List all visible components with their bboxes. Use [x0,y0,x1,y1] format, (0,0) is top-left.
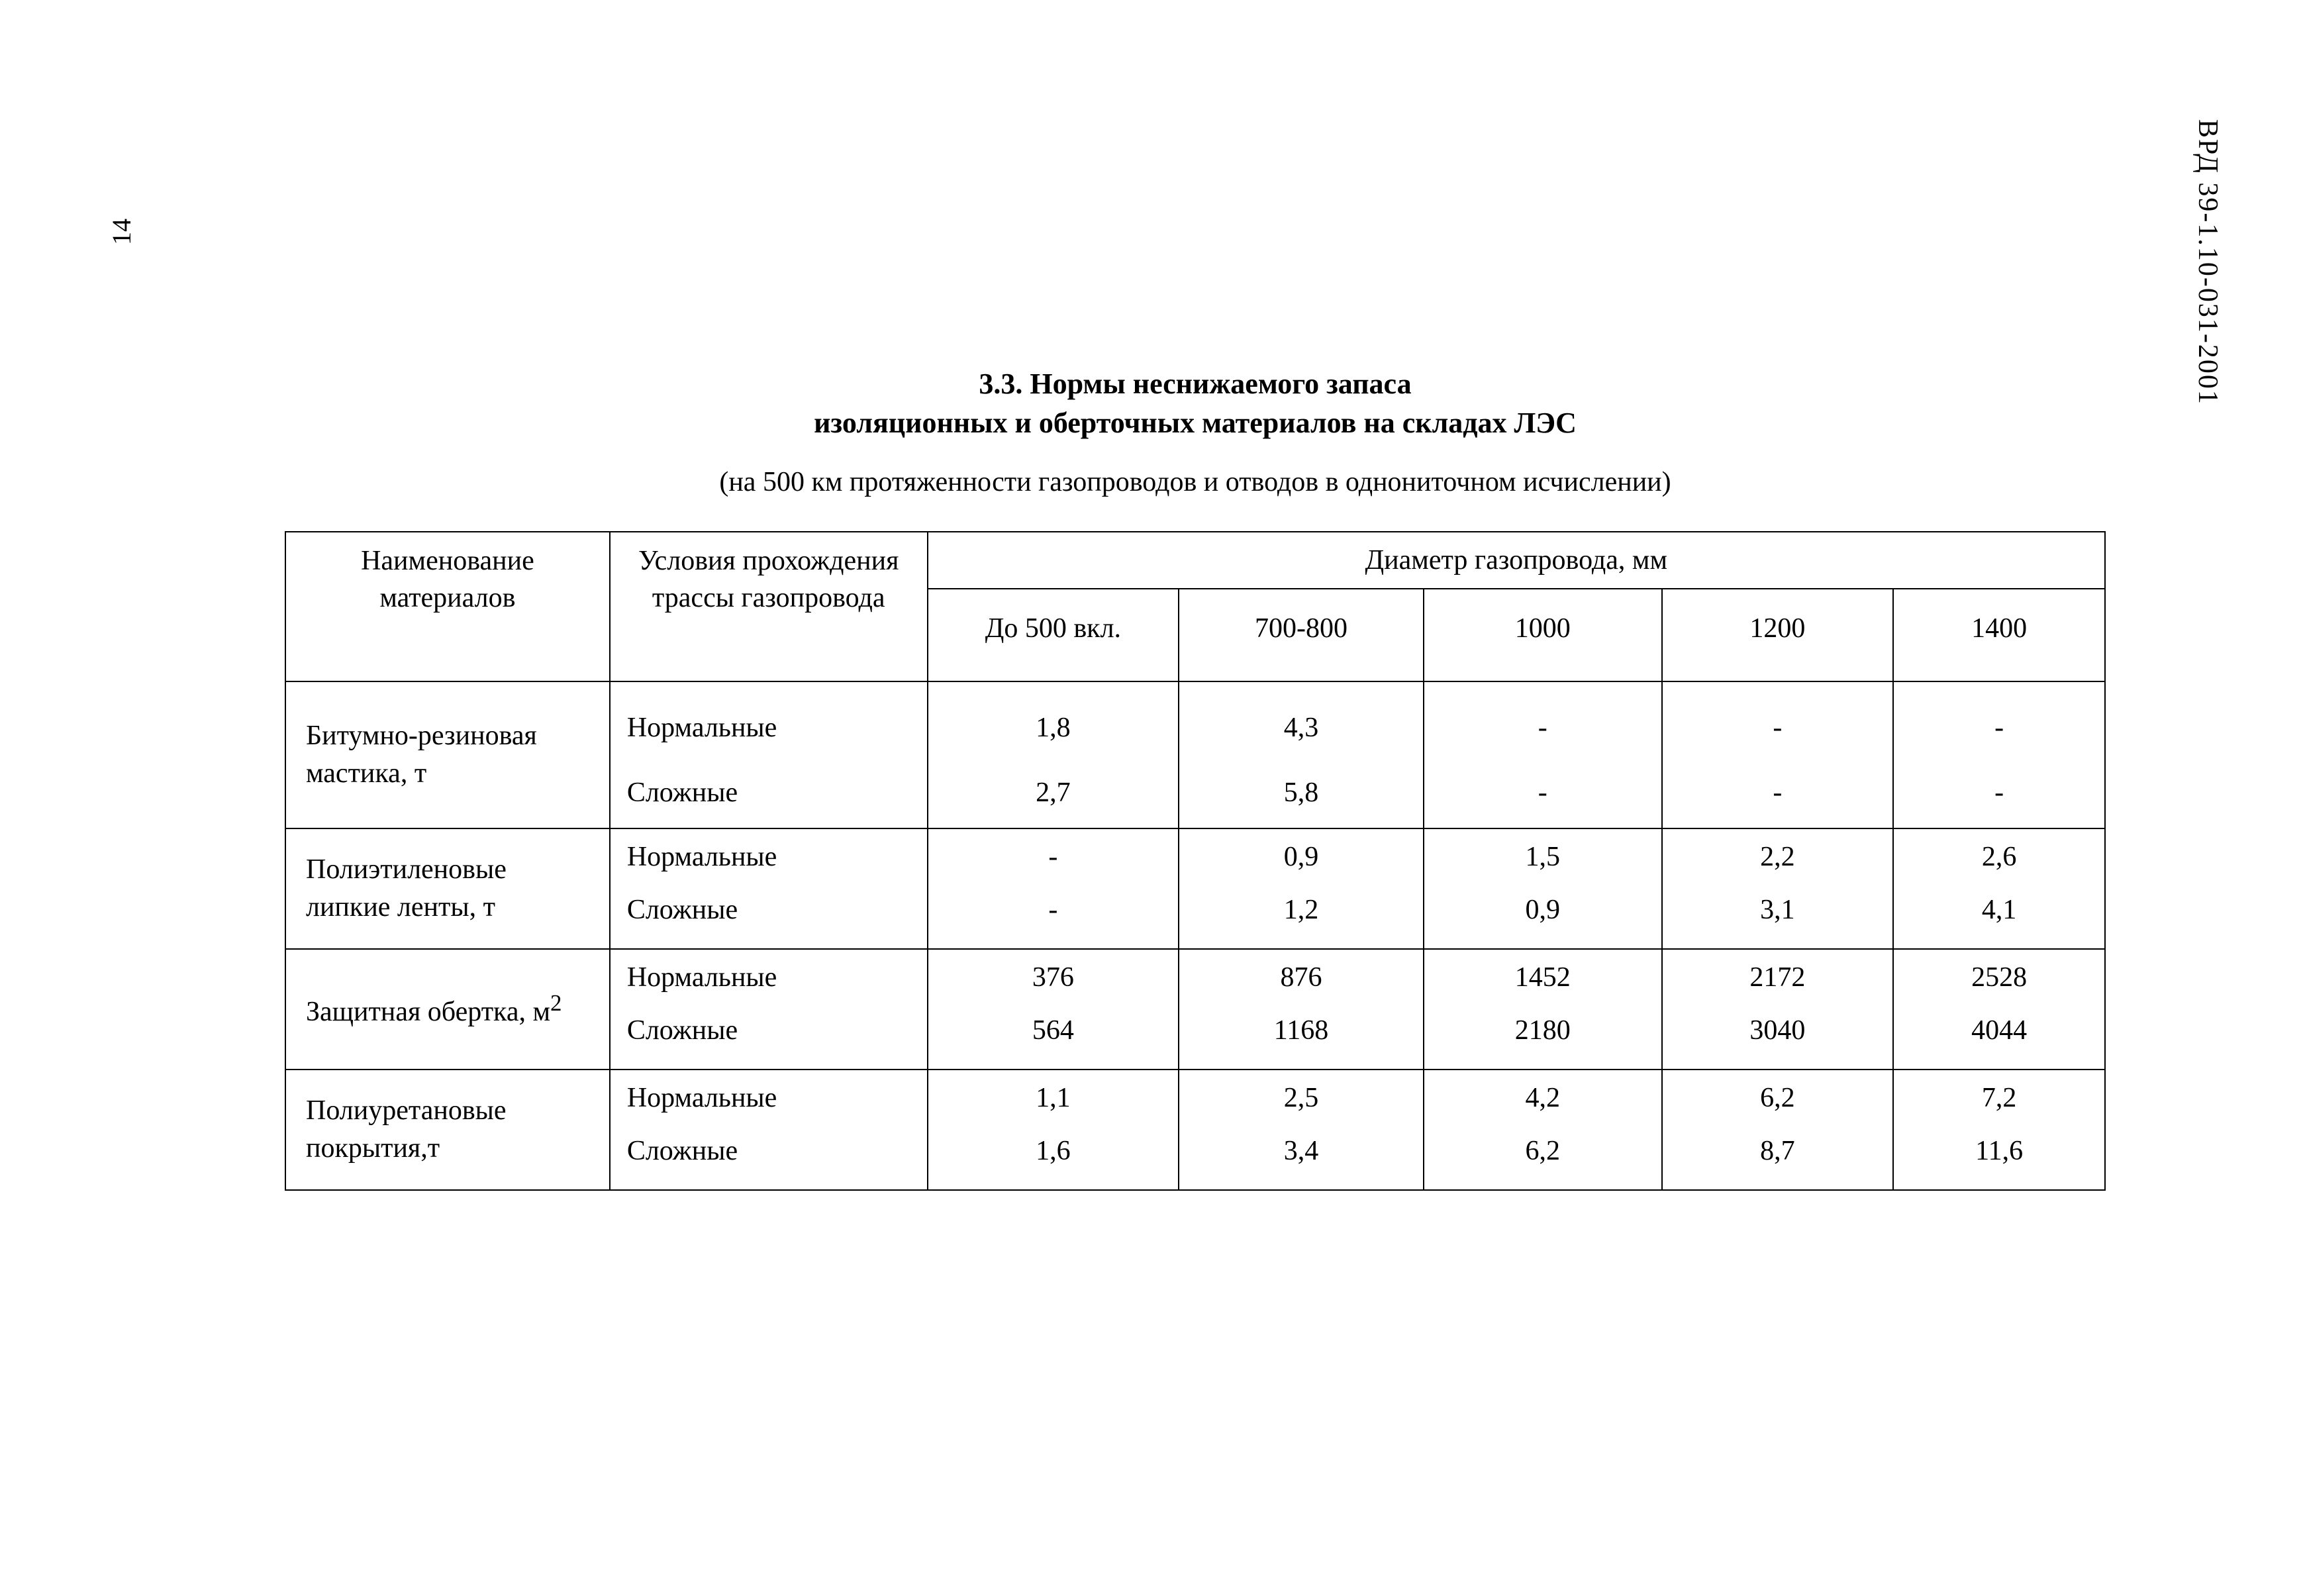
value: - [1894,754,2104,828]
condition-cell: НормальныеСложные [610,1070,928,1190]
condition-label: Сложные [627,754,914,828]
value: 4,2 [1424,1070,1661,1128]
condition-cell: НормальныеСложные [610,681,928,828]
value-cell: 2,23,1 [1662,828,1894,949]
content-area: 3.3. Нормы неснижаемого запаса изоляцион… [285,364,2106,1191]
value-cell: -- [1893,681,2105,828]
header-conditions: Условия прохождения трассы газопровода [610,532,928,681]
value: 3,1 [1663,887,1893,948]
value-cell: 8761168 [1179,949,1424,1070]
value: - [928,887,1179,948]
material-name: Полиэтиленовые липкие ленты, т [285,828,610,949]
value-cell: 21723040 [1662,949,1894,1070]
value: 1,2 [1179,887,1423,948]
value: - [1663,682,1893,754]
value: 8,7 [1663,1128,1893,1189]
condition-label: Сложные [627,1008,914,1069]
header-diam-3: 1200 [1662,589,1894,681]
value-cell: -- [1424,681,1662,828]
value: 0,9 [1424,887,1661,948]
value: - [1424,682,1661,754]
condition-cell: НормальныеСложные [610,949,928,1070]
page-number: 14 [106,219,137,245]
material-name: Защитная обертка, м2 [285,949,610,1070]
condition-label: Нормальные [627,829,914,887]
value: 5,8 [1179,754,1423,828]
title-block: 3.3. Нормы неснижаемого запаса изоляцион… [285,364,2106,498]
condition-label: Нормальные [627,682,914,754]
value: 1,1 [928,1070,1179,1128]
value-cell: -- [928,828,1179,949]
value-cell: 4,26,2 [1424,1070,1662,1190]
value: 2,7 [928,754,1179,828]
header-materials: Наименование материалов [285,532,610,681]
material-name: Полиуретановые покрытия,т [285,1070,610,1190]
condition-cell: НормальныеСложные [610,828,928,949]
value: - [928,829,1179,887]
table-row: Полиэтиленовые липкие ленты, тНормальные… [285,828,2105,949]
value-cell: -- [1662,681,1894,828]
value-cell: 0,91,2 [1179,828,1424,949]
value: 4,3 [1179,682,1423,754]
condition-label: Сложные [627,1128,914,1189]
value: - [1424,754,1661,828]
value: 2172 [1663,950,1893,1008]
value: 2,5 [1179,1070,1423,1128]
value-cell: 376564 [928,949,1179,1070]
value-cell: 1,50,9 [1424,828,1662,949]
value: 3,4 [1179,1128,1423,1189]
value-cell: 1,11,6 [928,1070,1179,1190]
table-row: Защитная обертка, м2НормальныеСложные376… [285,949,2105,1070]
value-cell: 14522180 [1424,949,1662,1070]
value: 2180 [1424,1008,1661,1069]
value: 0,9 [1179,829,1423,887]
value: 6,2 [1424,1128,1661,1189]
value: - [1894,682,2104,754]
value: 1,5 [1424,829,1661,887]
value-cell: 1,82,7 [928,681,1179,828]
condition-label: Сложные [627,887,914,948]
material-name: Битумно-резиновая мастика, т [285,681,610,828]
condition-label: Нормальные [627,1070,914,1128]
value-cell: 2,64,1 [1893,828,2105,949]
value: 1,6 [928,1128,1179,1189]
value: 2,6 [1894,829,2104,887]
value: 1,8 [928,682,1179,754]
value-cell: 25284044 [1893,949,2105,1070]
value: 7,2 [1894,1070,2104,1128]
value: 4044 [1894,1008,2104,1069]
value: 2528 [1894,950,2104,1008]
header-diam-1: 700-800 [1179,589,1424,681]
table-body: Битумно-резиновая мастика, тНормальныеСл… [285,681,2105,1190]
value: 564 [928,1008,1179,1069]
value-cell: 7,211,6 [1893,1070,2105,1190]
table-row: Битумно-резиновая мастика, тНормальныеСл… [285,681,2105,828]
subtitle: (на 500 км протяженности газопроводов и … [285,466,2106,498]
document-code: ВРД 39-1.10-031-2001 [2192,119,2224,405]
title-line-1: 3.3. Нормы неснижаемого запаса [285,364,2106,403]
header-diam-2: 1000 [1424,589,1662,681]
value: - [1663,754,1893,828]
title-line-2: изоляционных и оберточных материалов на … [285,403,2106,442]
header-diam-4: 1400 [1893,589,2105,681]
value: 876 [1179,950,1423,1008]
value: 1168 [1179,1008,1423,1069]
header-diam-0: До 500 вкл. [928,589,1179,681]
value: 6,2 [1663,1070,1893,1128]
value: 3040 [1663,1008,1893,1069]
value: 1452 [1424,950,1661,1008]
value: 2,2 [1663,829,1893,887]
value: 4,1 [1894,887,2104,948]
value-cell: 2,53,4 [1179,1070,1424,1190]
value: 11,6 [1894,1128,2104,1189]
header-diameter-group: Диаметр газопровода, мм [928,532,2105,589]
value: 376 [928,950,1179,1008]
value-cell: 6,28,7 [1662,1070,1894,1190]
value-cell: 4,35,8 [1179,681,1424,828]
table-row: Полиуретановые покрытия,тНормальныеСложн… [285,1070,2105,1190]
condition-label: Нормальные [627,950,914,1008]
norms-table: Наименование материалов Условия прохожде… [285,531,2106,1191]
